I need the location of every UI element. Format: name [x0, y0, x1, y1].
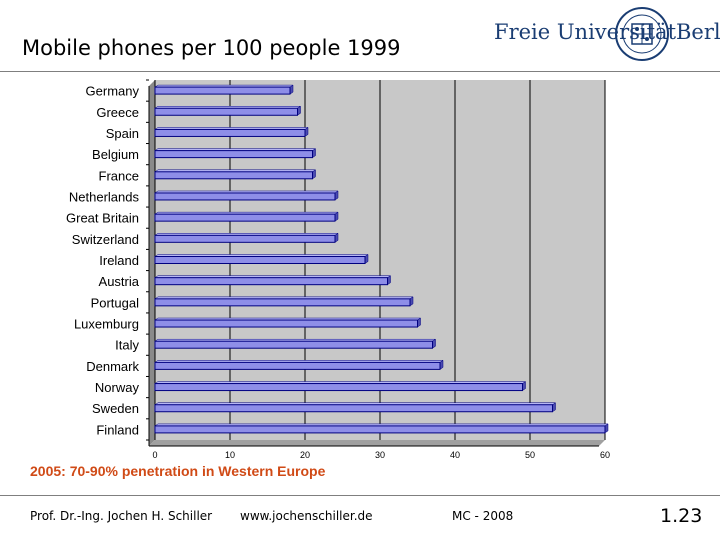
header-divider	[0, 71, 720, 72]
y-category-label: Great Britain	[66, 211, 139, 226]
bar	[154, 234, 336, 243]
bar	[154, 277, 388, 286]
y-category-label: Norway	[95, 380, 140, 395]
bar	[154, 128, 306, 137]
footer-course: MC - 2008	[452, 509, 514, 523]
x-tick-label: 30	[375, 450, 385, 460]
y-category-label: Netherlands	[69, 189, 140, 204]
y-category-label: Switzerland	[72, 232, 139, 247]
x-tick-label: 0	[152, 450, 157, 460]
x-tick-label: 50	[525, 450, 535, 460]
x-tick-label: 40	[450, 450, 460, 460]
bar	[154, 361, 441, 370]
bar	[154, 256, 366, 264]
bar	[154, 383, 523, 392]
y-category-label: Luxemburg	[74, 317, 139, 332]
y-category-label: Finland	[96, 422, 139, 437]
y-category-label: Austria	[99, 274, 140, 289]
x-tick-label: 60	[600, 450, 610, 460]
bar	[154, 150, 313, 159]
y-category-label: Italy	[115, 338, 139, 353]
y-category-label: France	[99, 168, 139, 183]
y-category-label: Sweden	[92, 401, 139, 416]
bar	[154, 107, 298, 116]
bar-chart: 0 10 20 30 40 50 60 Germany Greece Spain Belgium Fr…	[66, 79, 610, 460]
y-category-label: Belgium	[92, 147, 139, 162]
logo-text-right: Berlin	[676, 20, 720, 44]
y-category-label: Greece	[96, 105, 139, 120]
university-logo: Freie Universität Berlin	[490, 6, 720, 64]
footer-divider	[0, 495, 720, 496]
y-category-label: Germany	[86, 84, 140, 99]
plot-side-wall	[149, 80, 155, 446]
footer-author: Prof. Dr.-Ing. Jochen H. Schiller	[30, 509, 213, 523]
plot-floor	[149, 440, 605, 446]
footer-website: www.jochenschiller.de	[240, 509, 373, 523]
bar	[154, 425, 606, 434]
slide-title: Mobile phones per 100 people 1999	[22, 36, 401, 60]
y-category-label: Ireland	[99, 253, 139, 268]
bar	[154, 298, 411, 307]
penetration-note: 2005: 70-90% penetration in Western Euro…	[30, 463, 326, 479]
x-tick-label: 10	[225, 450, 235, 460]
bar	[154, 404, 553, 413]
bar	[154, 319, 418, 328]
bar	[154, 86, 291, 95]
slide-number: 1.23	[660, 505, 703, 527]
university-seal-icon	[615, 7, 669, 61]
bar	[154, 340, 433, 349]
bar	[154, 171, 313, 180]
y-category-label: Spain	[106, 126, 139, 141]
bar	[154, 213, 336, 222]
y-category-label: Portugal	[91, 295, 140, 310]
bar	[154, 192, 336, 201]
y-category-label: Denmark	[86, 359, 139, 374]
x-tick-label: 20	[300, 450, 310, 460]
